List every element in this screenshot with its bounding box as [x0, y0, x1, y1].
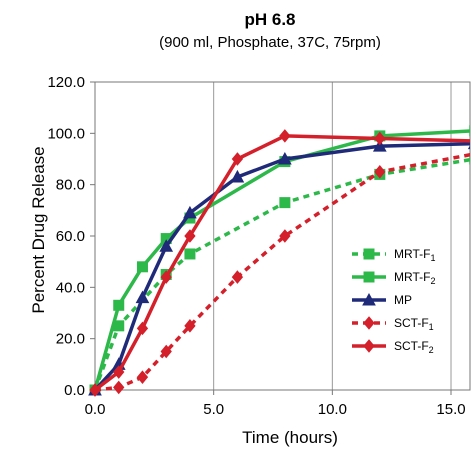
data-point	[159, 239, 174, 252]
x-tick-label: 10.0	[318, 401, 347, 418]
y-tick-label: 120.0	[47, 74, 85, 91]
data-point	[183, 205, 197, 219]
legend-label: MRT-F1	[394, 247, 435, 263]
y-axis-label: Percent Drug Release	[29, 146, 48, 314]
y-tick-label: 100.0	[47, 125, 85, 142]
x-tick-label: 0.0	[85, 401, 106, 418]
legend-item-sct-f2: SCT-F2	[352, 339, 434, 355]
legend-label: MP	[394, 293, 412, 307]
y-tick-label: 0.0	[64, 382, 85, 399]
data-point	[184, 229, 196, 243]
legend-marker	[363, 316, 375, 330]
data-point	[184, 248, 196, 260]
data-point	[469, 153, 470, 165]
data-point	[279, 197, 291, 209]
legend: MRT-F1 MRT-F2 MP SCT-F1 SCT-F2	[352, 247, 435, 355]
data-point	[374, 165, 386, 179]
data-point	[372, 139, 387, 152]
legend-label: SCT-F2	[394, 339, 434, 355]
data-point	[231, 152, 244, 166]
axis-ticks: 0.0 20.0 40.0 60.0 80.0 100.0 120.0 0.0 5.0 10.0 1…	[47, 74, 465, 418]
legend-item-mrt-f1: MRT-F1	[352, 247, 435, 263]
legend-marker	[363, 248, 375, 260]
data-point	[279, 129, 291, 143]
data-point	[113, 365, 125, 379]
y-tick-label: 80.0	[56, 177, 85, 194]
data-point	[469, 125, 470, 137]
y-tick-label: 40.0	[56, 279, 85, 296]
data-point	[184, 319, 196, 333]
data-point	[467, 145, 470, 150]
legend-marker	[362, 292, 376, 306]
data-point	[230, 169, 245, 183]
data-point	[136, 321, 149, 336]
y-tick-label: 20.0	[56, 331, 85, 348]
series-line	[93, 141, 470, 392]
data-point	[136, 370, 149, 384]
legend-marker	[363, 339, 375, 353]
data-point	[160, 344, 172, 359]
data-point	[278, 151, 292, 165]
data-point	[136, 261, 148, 273]
data-point	[374, 131, 386, 146]
data-point	[89, 383, 101, 397]
legend-marker	[363, 271, 375, 283]
legend-item-mrt-f2: MRT-F2	[352, 270, 435, 286]
series-layer	[88, 125, 470, 397]
data-point	[279, 229, 291, 243]
legend-item-sct-f1: SCT-F1	[352, 316, 434, 332]
x-tick-label: 15.0	[436, 401, 465, 418]
y-tick-label: 60.0	[56, 228, 85, 245]
legend-label: MRT-F2	[394, 270, 435, 286]
legend-label: SCT-F1	[394, 316, 434, 332]
data-point	[113, 380, 125, 395]
series-sct-f2	[89, 129, 470, 397]
data-point	[469, 152, 470, 155]
x-axis-label: Time (hours)	[242, 428, 338, 447]
legend-item-mp: MP	[352, 292, 412, 307]
data-point	[113, 299, 125, 311]
data-point	[469, 139, 470, 143]
chart-subtitle: (900 ml, Phosphate, 37C, 75rpm)	[159, 34, 381, 51]
data-point	[160, 270, 172, 284]
data-point	[135, 290, 150, 304]
chart-title: pH 6.8	[244, 10, 296, 29]
data-point	[231, 270, 244, 284]
x-tick-label: 5.0	[203, 401, 224, 418]
